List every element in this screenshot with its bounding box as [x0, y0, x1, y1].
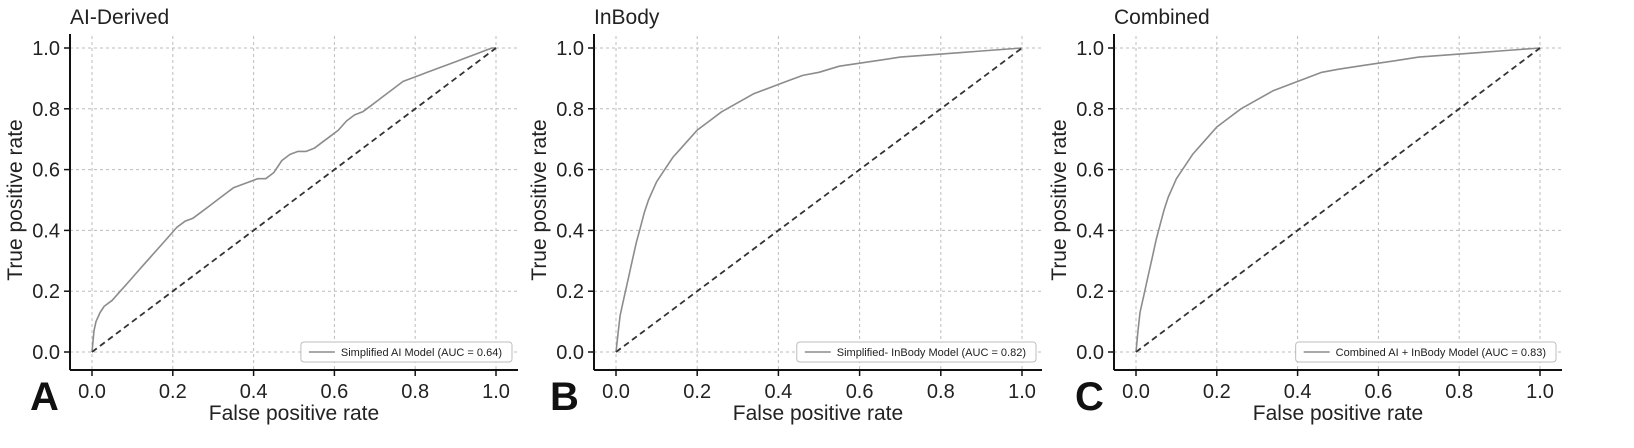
- legend-box: [796, 341, 1037, 363]
- x-tick-label: 0.2: [1203, 381, 1231, 403]
- y-tick-label: 0.6: [1076, 160, 1104, 182]
- chance-diagonal-line: [615, 47, 1023, 353]
- y-axis-label: True positive rate: [4, 119, 27, 280]
- x-tick-label: 0.2: [159, 381, 187, 403]
- roc-curve-line: [615, 47, 1023, 353]
- x-tick-label: 0.8: [1445, 381, 1473, 403]
- y-tick-label: 0.0: [32, 342, 60, 364]
- x-tick-label: 0.8: [401, 381, 429, 403]
- x-tick-label: 0.0: [602, 381, 630, 403]
- x-tick-label: 0.4: [240, 381, 268, 403]
- x-tick-label: 0.6: [320, 381, 348, 403]
- x-axis-label: False positive rate: [1253, 402, 1423, 425]
- legend-label: Simplified- InBody Model (AUC = 0.82): [837, 347, 1026, 359]
- y-tick-label: 0.4: [32, 220, 60, 242]
- chart-title: Combined: [1114, 6, 1210, 29]
- y-tick-label: 1.0: [32, 38, 60, 60]
- x-tick-label: 0.4: [1284, 381, 1312, 403]
- y-tick-label: 0.8: [556, 99, 584, 121]
- y-tick-label: 0.4: [556, 220, 584, 242]
- x-tick-label: 0.4: [764, 381, 792, 403]
- roc-panel-3: 0.0 0.2 0.4 0.6 0.8 1.0 0.0 0.2 0.4 0.6 0.8 1.0 Comb…: [1048, 6, 1562, 425]
- legend-label: Combined AI + InBody Model (AUC = 0.83): [1336, 347, 1546, 359]
- roc-panel-1: 0.0 0.2 0.4 0.6 0.8 1.0 0.0 0.2 0.4 0.6 0.8 1.0 AI-D…: [4, 6, 518, 425]
- y-tick-label: 0.2: [32, 281, 60, 303]
- chance-diagonal-line: [91, 47, 497, 353]
- x-tick-label: 1.0: [482, 381, 510, 403]
- y-tick-label: 1.0: [556, 38, 584, 60]
- x-tick-label: 0.0: [1122, 381, 1150, 403]
- legend-box: [1295, 341, 1557, 363]
- legend-box: [300, 341, 513, 363]
- x-tick-label: 1.0: [1008, 381, 1036, 403]
- y-axis-label: True positive rate: [1048, 119, 1071, 280]
- x-tick-label: 0.6: [1364, 381, 1392, 403]
- chart-title: InBody: [594, 6, 660, 29]
- panel-letter: A: [30, 375, 59, 419]
- y-tick-label: 0.6: [32, 160, 60, 182]
- x-tick-label: 1.0: [1526, 381, 1554, 403]
- y-tick-label: 0.2: [556, 281, 584, 303]
- panel-letter: B: [550, 375, 579, 419]
- y-tick-label: 0.0: [1076, 342, 1104, 364]
- y-axis-label: True positive rate: [528, 119, 551, 280]
- y-tick-label: 0.2: [1076, 281, 1104, 303]
- panel-letter: C: [1075, 375, 1104, 419]
- roc-curve-line: [91, 47, 496, 353]
- x-tick-label: 0.6: [846, 381, 874, 403]
- legend-label: Simplified AI Model (AUC = 0.64): [341, 347, 502, 359]
- x-tick-label: 0.8: [927, 381, 955, 403]
- x-axis-label: False positive rate: [733, 402, 903, 425]
- x-tick-label: 0.2: [683, 381, 711, 403]
- chart-title: AI-Derived: [70, 6, 169, 29]
- y-tick-label: 0.4: [1076, 220, 1104, 242]
- y-tick-label: 0.0: [556, 342, 584, 364]
- y-tick-label: 1.0: [1076, 38, 1104, 60]
- chance-diagonal-line: [1135, 47, 1541, 353]
- y-tick-label: 0.8: [1076, 99, 1104, 121]
- roc-panel-2: 0.0 0.2 0.4 0.6 0.8 1.0 0.0 0.2 0.4 0.6 0.8 1.0 InBo…: [528, 6, 1042, 425]
- x-tick-label: 0.0: [78, 381, 106, 403]
- x-axis-label: False positive rate: [209, 402, 379, 425]
- y-tick-label: 0.8: [32, 99, 60, 121]
- y-tick-label: 0.6: [556, 160, 584, 182]
- roc-curve-line: [1135, 47, 1541, 353]
